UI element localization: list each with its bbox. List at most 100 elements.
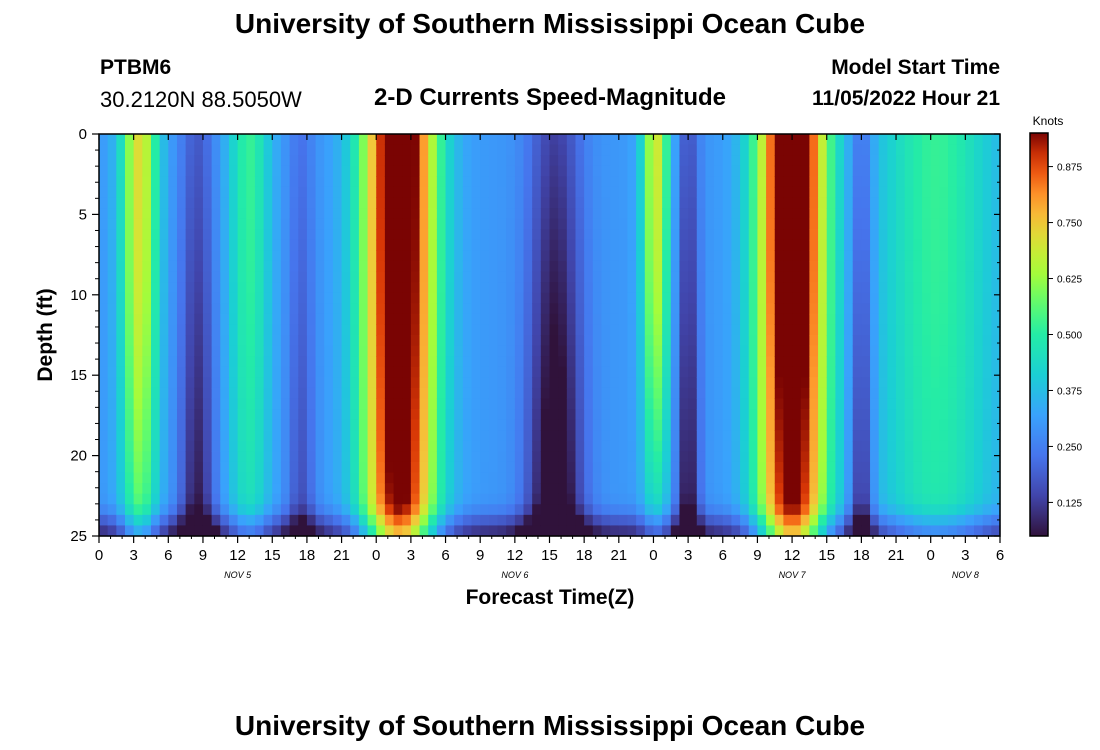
heatmap-cell — [263, 366, 273, 378]
heatmap-cell — [835, 493, 845, 505]
heatmap-cell — [688, 165, 698, 177]
heatmap-cell — [792, 144, 802, 156]
heatmap-cell — [185, 313, 195, 326]
heatmap-cell — [861, 356, 871, 368]
heatmap-cell — [540, 176, 551, 188]
heatmap-cell — [142, 144, 152, 156]
heatmap-cell — [402, 398, 412, 410]
heatmap-cell — [766, 483, 776, 495]
heatmap-cell — [280, 483, 291, 495]
heatmap-cell — [852, 282, 862, 294]
heatmap-cell — [852, 472, 862, 484]
heatmap-cell — [740, 514, 750, 527]
heatmap-cell — [956, 313, 966, 326]
heatmap-cell — [835, 345, 845, 357]
heatmap-cell — [714, 208, 724, 220]
heatmap-cell — [272, 176, 282, 188]
heatmap-cell — [601, 483, 611, 495]
heatmap-cell — [558, 345, 568, 357]
heatmap-cell — [280, 356, 291, 368]
heatmap-cell — [670, 419, 681, 431]
heatmap-cell — [228, 292, 239, 304]
heatmap-cell — [480, 440, 490, 452]
heatmap-cell — [826, 335, 836, 347]
heatmap-cell — [237, 430, 247, 442]
heatmap-cell — [116, 186, 126, 199]
heatmap-cell — [133, 504, 143, 516]
heatmap-cell — [367, 271, 377, 283]
heatmap-cell — [982, 430, 992, 442]
heatmap-cell — [246, 218, 256, 230]
heatmap-cell — [878, 409, 888, 421]
heatmap-cell — [835, 239, 845, 251]
heatmap-cell — [852, 324, 862, 336]
heatmap-cell — [272, 324, 282, 336]
heatmap-cell — [991, 345, 1001, 357]
heatmap-cell — [142, 282, 152, 294]
heatmap-cell — [540, 335, 551, 347]
heatmap-cell — [315, 409, 325, 421]
heatmap-cell — [922, 260, 932, 273]
heatmap-cell — [722, 165, 733, 177]
heatmap-cell — [774, 271, 785, 283]
heatmap-cell — [185, 335, 195, 347]
heatmap-cell — [774, 197, 785, 209]
heatmap-cell — [722, 356, 733, 368]
heatmap-cell — [870, 165, 880, 177]
x-tick-label: 0 — [649, 547, 657, 564]
heatmap-cell — [991, 186, 1001, 199]
heatmap-cell — [740, 282, 750, 294]
heatmap-cell — [670, 335, 681, 347]
heatmap-cell — [792, 472, 802, 484]
heatmap-cell — [315, 282, 325, 294]
heatmap-cell — [497, 525, 507, 537]
heatmap-cell — [272, 377, 282, 389]
heatmap-cell — [705, 260, 715, 273]
heatmap-cell — [748, 186, 759, 199]
heatmap-cell — [523, 504, 533, 516]
heatmap-cell — [584, 197, 594, 209]
heatmap-cell — [610, 398, 620, 410]
heatmap-cell — [237, 504, 247, 516]
heatmap-cell — [376, 419, 386, 431]
heatmap-cell — [194, 313, 204, 326]
heatmap-cell — [558, 292, 568, 304]
heatmap-cell — [289, 155, 299, 167]
heatmap-cell — [107, 208, 117, 220]
heatmap-cell — [298, 282, 308, 294]
heatmap-cell — [133, 440, 143, 452]
heatmap-cell — [627, 165, 637, 177]
heatmap-cell — [757, 303, 767, 315]
heatmap-cell — [870, 303, 880, 315]
heatmap-cell — [679, 155, 689, 167]
heatmap-cell — [566, 165, 577, 177]
heatmap-cell — [575, 504, 585, 516]
heatmap-cell — [254, 324, 265, 336]
heatmap-cell — [662, 176, 672, 188]
heatmap-cell — [176, 303, 187, 315]
heatmap-cell — [757, 335, 767, 347]
heatmap-cell — [558, 176, 568, 188]
heatmap-cell — [124, 440, 135, 452]
colorbar-tick-label: 0.625 — [1057, 275, 1082, 286]
heatmap-cell — [220, 430, 230, 442]
heatmap-cell — [835, 208, 845, 220]
heatmap-cell — [896, 134, 906, 146]
heatmap-cell — [471, 271, 481, 283]
heatmap-cell — [428, 271, 438, 283]
heatmap-cell — [384, 303, 395, 315]
heatmap-cell — [566, 303, 577, 315]
heatmap-cell — [792, 514, 802, 527]
heatmap-cell — [540, 229, 551, 241]
heatmap-cell — [904, 208, 914, 220]
heatmap-cell — [523, 335, 533, 347]
heatmap-cell — [679, 461, 689, 474]
heatmap-cell — [497, 303, 507, 315]
heatmap-cell — [722, 218, 733, 230]
heatmap-cell — [575, 218, 585, 230]
heatmap-cell — [948, 313, 958, 326]
heatmap-cell — [289, 377, 299, 389]
heatmap-cell — [575, 387, 585, 400]
heatmap-cell — [592, 292, 603, 304]
heatmap-cell — [601, 451, 611, 463]
